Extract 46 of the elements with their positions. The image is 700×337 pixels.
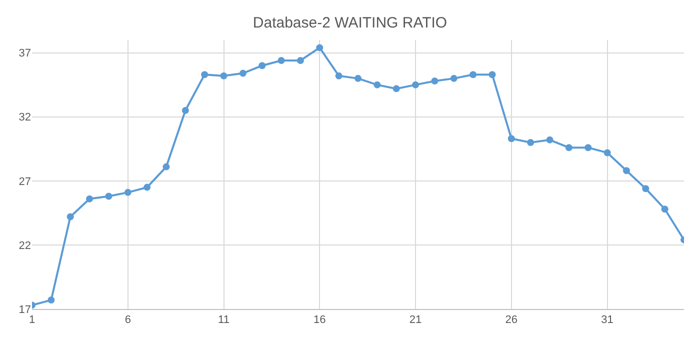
point bbox=[374, 81, 381, 88]
point bbox=[66, 213, 74, 220]
point bbox=[661, 206, 668, 213]
point bbox=[622, 167, 630, 174]
y-tick-label: 17 bbox=[18, 304, 31, 316]
point bbox=[105, 192, 112, 200]
point bbox=[392, 85, 400, 92]
point bbox=[239, 70, 246, 77]
point bbox=[335, 72, 342, 80]
point bbox=[144, 184, 151, 191]
point bbox=[488, 71, 496, 78]
y-tick-label: 22 bbox=[18, 240, 31, 252]
point bbox=[412, 81, 420, 88]
point bbox=[642, 185, 650, 192]
chart-title: Database-2 WAITING RATIO bbox=[252, 14, 448, 32]
x-tick-label: 21 bbox=[409, 314, 422, 326]
point bbox=[508, 135, 515, 142]
point bbox=[450, 74, 458, 82]
point bbox=[86, 195, 94, 202]
x-tick-label: 6 bbox=[124, 314, 131, 326]
point bbox=[124, 188, 132, 196]
x-tick-label: 16 bbox=[314, 314, 326, 326]
y-tick-label: 32 bbox=[18, 112, 31, 124]
point bbox=[354, 74, 362, 82]
point bbox=[162, 163, 170, 170]
point bbox=[431, 77, 438, 84]
x-tick-label: 26 bbox=[505, 314, 518, 326]
point bbox=[527, 138, 534, 146]
x-tick-label: 1 bbox=[28, 314, 36, 326]
point bbox=[546, 136, 554, 144]
point bbox=[565, 144, 572, 152]
y-tick-label: 37 bbox=[18, 48, 31, 60]
point bbox=[296, 57, 304, 64]
point bbox=[48, 296, 55, 304]
point bbox=[201, 71, 208, 78]
x-tick-label: 31 bbox=[601, 314, 614, 326]
point bbox=[278, 57, 285, 64]
point bbox=[316, 44, 324, 52]
x-tick-label: 11 bbox=[218, 314, 230, 326]
y-tick-label: 27 bbox=[18, 176, 31, 188]
point bbox=[220, 72, 228, 80]
point bbox=[470, 71, 477, 78]
point bbox=[182, 106, 189, 114]
point bbox=[584, 144, 592, 152]
point bbox=[258, 62, 266, 70]
point bbox=[604, 149, 611, 156]
